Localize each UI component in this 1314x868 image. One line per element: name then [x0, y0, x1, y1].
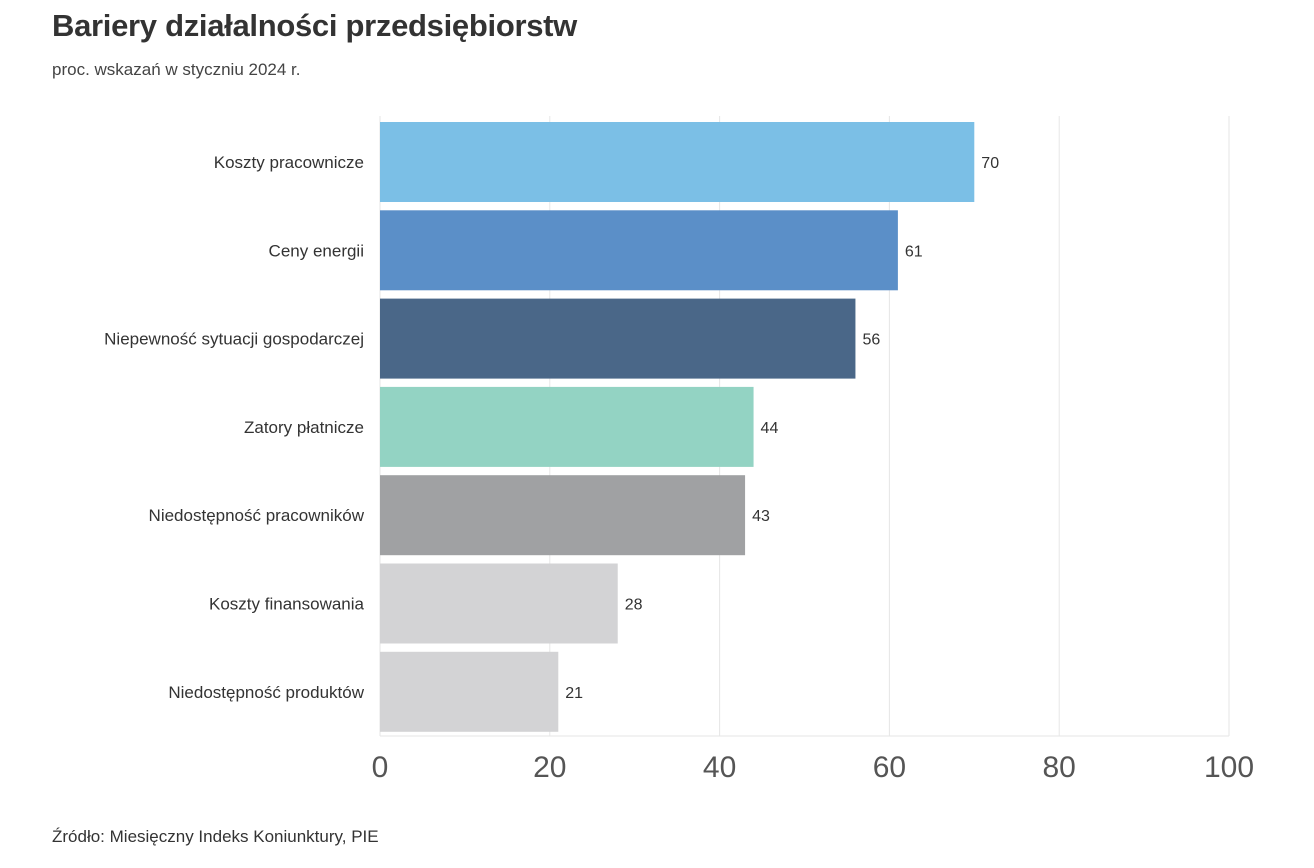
bar [380, 122, 975, 202]
category-label: Niepewność sytuacji gospodarczej [104, 330, 364, 349]
x-tick-label: 40 [703, 751, 736, 784]
category-label: Koszty pracownicze [214, 153, 364, 172]
bar-chart: Koszty pracownicze Ceny energii Niepewność… [104, 116, 1254, 784]
bar [380, 298, 856, 379]
category-labels: Koszty pracownicze Ceny energii Niepewność… [104, 153, 365, 702]
chart-subtitle: proc. wskazań w styczniu 2024 r. [52, 60, 301, 79]
bar [380, 475, 746, 556]
value-labels: 70 61 56 44 43 28 21 [565, 155, 999, 702]
x-tick-label: 60 [873, 751, 906, 784]
category-label: Ceny energii [269, 241, 364, 260]
x-tick-label: 0 [372, 751, 389, 784]
bar [380, 210, 898, 291]
value-label: 44 [761, 420, 779, 437]
x-axis-ticks: 0 20 40 60 80 100 [372, 751, 1254, 784]
value-label: 70 [981, 155, 999, 172]
value-label: 61 [905, 243, 923, 260]
value-label: 56 [862, 332, 880, 349]
category-label: Niedostępność pracowników [149, 506, 365, 525]
bar [380, 386, 754, 467]
category-label: Zatory płatnicze [244, 418, 364, 437]
source-note: Źródło: Miesięczny Indeks Koniunktury, P… [52, 827, 379, 846]
x-tick-label: 80 [1043, 751, 1076, 784]
value-label: 28 [625, 597, 643, 614]
bar [380, 651, 559, 732]
bars [380, 122, 975, 732]
x-tick-label: 20 [533, 751, 566, 784]
category-label: Koszty finansowania [209, 595, 365, 614]
bar [380, 563, 618, 644]
value-label: 43 [752, 508, 770, 525]
x-tick-label: 100 [1204, 751, 1254, 784]
category-label: Niedostępność produktów [168, 683, 364, 702]
value-label: 21 [565, 685, 583, 702]
chart-title: Bariery działalności przedsiębiorstw [52, 8, 577, 43]
